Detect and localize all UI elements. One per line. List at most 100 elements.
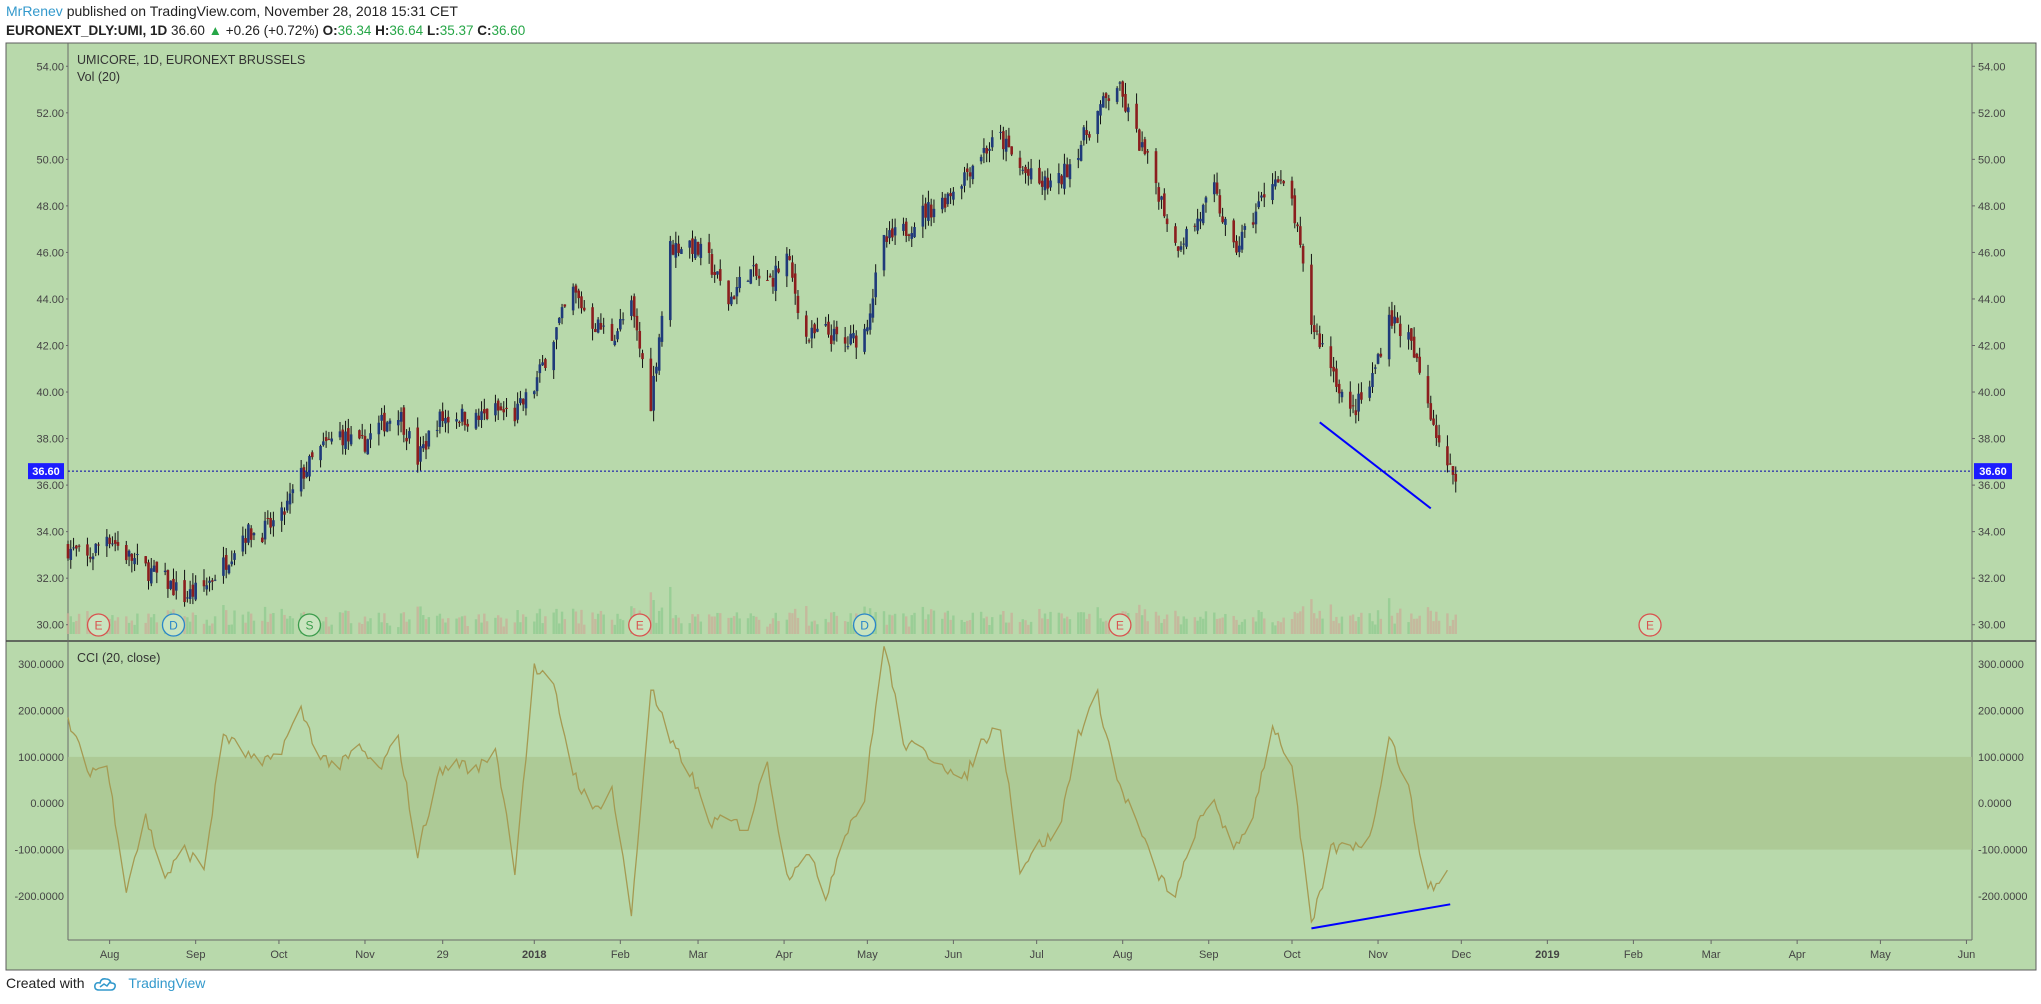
candle-body — [824, 323, 828, 326]
time-tick-label: Mar — [1702, 949, 1721, 961]
candle-body — [88, 557, 92, 559]
candle-body — [1218, 195, 1222, 214]
time-tick-label: Nov — [1368, 949, 1388, 961]
volume-bar — [1196, 620, 1199, 634]
candle-body — [1274, 179, 1277, 187]
volume-bar — [241, 614, 245, 634]
time-tick-label: Oct — [270, 949, 287, 961]
volume-bar — [463, 615, 467, 634]
price-tick-label: 34.00 — [36, 527, 64, 539]
candle-body — [1221, 216, 1224, 223]
time-tick-label: Apr — [1789, 949, 1806, 961]
candle-body — [113, 540, 117, 544]
volume-bar — [613, 624, 616, 634]
candle-body — [979, 156, 983, 162]
candle-body — [1029, 168, 1033, 180]
candle-body — [191, 584, 195, 597]
volume-bar — [846, 621, 850, 634]
volume-bar — [1354, 621, 1358, 634]
candle-body — [77, 545, 81, 547]
candle-body — [710, 254, 714, 275]
candle-body — [621, 319, 625, 321]
volume-bar — [233, 610, 236, 634]
volume-bar — [1446, 613, 1449, 634]
candle-body — [1043, 176, 1047, 191]
candle-body — [1432, 418, 1435, 425]
candle-body — [1182, 243, 1186, 245]
candle-body — [655, 366, 658, 374]
overlays: 36.60 36.60 — [28, 421, 2012, 930]
time-tick-label: 2019 — [1535, 949, 1559, 961]
candle-body — [619, 318, 622, 330]
candle-body — [982, 147, 986, 153]
price-tick-label: 50.00 — [36, 154, 64, 166]
volume-bar — [1426, 607, 1430, 634]
volume-bar — [1182, 616, 1185, 634]
candle-body — [1368, 386, 1372, 398]
candle-body — [1260, 195, 1263, 198]
candle-body — [988, 148, 991, 151]
candle-body — [960, 186, 964, 189]
candle-body — [505, 407, 508, 409]
candle-body — [541, 362, 544, 366]
volume-bar — [949, 619, 952, 634]
volume-bar — [225, 610, 228, 634]
candle-body — [322, 441, 325, 446]
volume-bar — [610, 619, 614, 634]
candle-body — [408, 431, 411, 439]
volume-bar — [966, 620, 969, 634]
candle-body — [163, 570, 167, 573]
candle-body — [327, 438, 331, 440]
candle-body — [843, 337, 847, 344]
volume-bar — [419, 606, 422, 634]
volume-bar — [1415, 618, 1419, 634]
volume-bar — [1429, 610, 1432, 634]
volume-bar — [707, 614, 711, 634]
time-tick-label: Oct — [1283, 949, 1300, 961]
candle-body — [946, 193, 950, 205]
candle-body — [668, 241, 672, 321]
candle-body — [680, 249, 683, 254]
candle-body — [385, 422, 389, 432]
volume-bar — [824, 618, 827, 634]
candle-body — [1398, 323, 1402, 337]
volume-bar — [1163, 619, 1166, 634]
candle-body — [1407, 332, 1410, 340]
volume-bar — [1024, 620, 1027, 634]
candle-body — [485, 408, 489, 420]
volume-bar — [1243, 619, 1247, 634]
volume-bar — [363, 616, 367, 634]
candle-body — [213, 579, 217, 581]
volume-bar — [263, 606, 267, 634]
volume-bar — [755, 616, 758, 634]
candle-body — [291, 489, 295, 494]
author-link[interactable]: MrRenev — [6, 3, 63, 19]
volume-bar — [1396, 612, 1399, 634]
volume-bar — [749, 613, 752, 634]
volume-bar — [1454, 614, 1457, 634]
volume-title: Vol (20) — [77, 70, 120, 84]
volume-bar — [383, 613, 386, 634]
candle-body — [560, 307, 564, 319]
candle-body — [827, 321, 830, 335]
volume-bar — [807, 625, 811, 634]
candle-body — [913, 227, 916, 238]
volume-bar — [244, 622, 247, 634]
candle-body — [671, 244, 675, 255]
volume-bar — [533, 621, 536, 634]
candle-body — [1376, 354, 1380, 364]
candle-body — [419, 446, 422, 462]
volume-bar — [1301, 606, 1305, 634]
candle-body — [288, 493, 292, 505]
price-tick-label: 42.00 — [36, 340, 64, 352]
volume-bar — [1418, 615, 1421, 634]
candle-body — [766, 279, 769, 281]
candle-body — [1160, 196, 1163, 200]
candle-body — [1290, 180, 1294, 199]
tradingview-brand[interactable]: TradingView — [128, 975, 206, 991]
candle-body — [1351, 405, 1355, 407]
volume-bar — [649, 592, 653, 634]
candle-body — [866, 327, 869, 332]
candle-body — [1196, 218, 1199, 231]
